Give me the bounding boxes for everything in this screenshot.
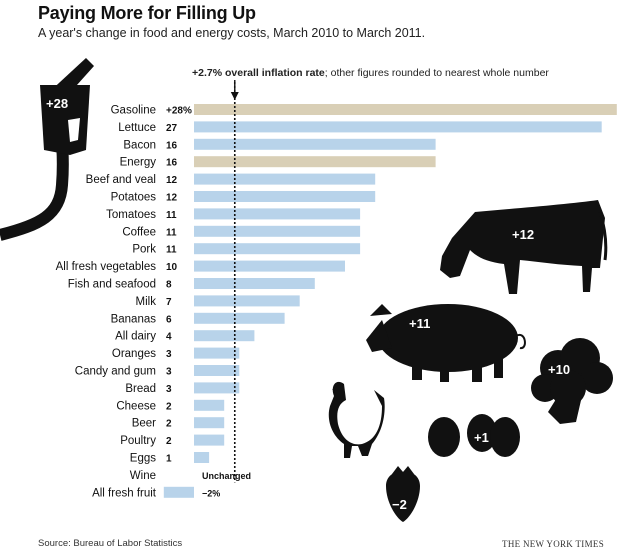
value-label-all-dairy: 4 [166,332,172,343]
strawberry-label: −2 [392,497,407,512]
category-label-all-fresh-vegetables: All fresh vegetables [56,261,157,273]
inflation-note-rest: ; other figures rounded to nearest whole… [324,67,549,79]
category-label-eggs: Eggs [130,453,156,465]
inflation-note: +2.7% overall inflation rate; other figu… [192,67,549,79]
broccoli-icon: +10 [531,338,613,424]
cow-icon: +12 [440,200,608,294]
inflation-reference [230,80,239,483]
category-label-bananas: Bananas [111,313,157,325]
category-label-milk: Milk [136,296,157,308]
bar-pork [194,243,361,255]
category-label-energy: Energy [120,157,157,169]
category-label-potatoes: Potatoes [111,192,157,204]
category-label-all-fresh-fruit: All fresh fruit [92,487,157,499]
value-label-milk: 7 [166,297,172,308]
bar-oranges [194,347,240,359]
publisher-credit: THE NEW YORK TIMES [502,539,604,549]
source-note: Source: Bureau of Labor Statistics [38,538,183,549]
page-subtitle: A year's change in food and energy costs… [38,26,426,40]
category-label-all-dairy: All dairy [115,331,156,343]
value-label-bananas: 6 [166,314,172,325]
value-label-cheese: 2 [166,401,172,412]
bar-energy [194,156,436,168]
value-label-gasoline: +28% [166,106,192,117]
category-label-lettuce: Lettuce [118,122,156,134]
category-label-pork: Pork [132,244,156,256]
category-label-oranges: Oranges [112,348,156,360]
category-label-bacon: Bacon [123,139,156,151]
bar-coffee [194,225,361,237]
category-label-coffee: Coffee [122,226,156,238]
bar-bananas [194,312,285,324]
category-label-fish-and-seafood: Fish and seafood [68,279,156,291]
page-title: Paying More for Filling Up [38,3,256,23]
bar-eggs [194,452,210,463]
chicken-icon: +2 [328,381,385,458]
category-label-tomatoes: Tomatoes [106,209,156,221]
category-label-beer: Beer [132,418,156,430]
bar-bacon [194,138,436,150]
category-label-wine: Wine [130,470,156,482]
strawberry-icon: −2 [386,466,420,522]
category-label-bread: Bread [125,383,156,395]
inflation-note-bold: +2.7% overall inflation rate [192,67,325,79]
value-label-poultry: 2 [166,436,172,447]
value-label-eggs: 1 [166,454,172,465]
category-label-candy-and-gum: Candy and gum [75,366,156,378]
value-label-lettuce: 27 [166,123,178,134]
value-label-pork: 11 [166,245,177,256]
value-label-potatoes: 12 [166,193,178,204]
bar-lettuce [194,121,602,133]
bar-cheese [194,399,225,411]
value-label-candy-and-gum: 3 [166,367,172,378]
value-label-fish-and-seafood: 8 [166,280,172,291]
gas-pump-icon: +28 [0,58,94,241]
bar-potatoes [194,191,376,202]
bar-poultry [194,434,225,446]
value-label-all-fresh-fruit: −2% [202,488,220,498]
value-label-bread: 3 [166,384,172,395]
bar-tomatoes [194,208,361,220]
bar-gasoline [194,104,617,115]
bar-milk [194,295,300,307]
bar-all-fresh-fruit [163,486,194,498]
eggs-icon: +1 [428,414,520,457]
value-label-oranges: 3 [166,349,172,360]
category-label-gasoline: Gasoline [111,105,156,117]
bar-all-dairy [194,330,255,342]
value-label-coffee: 11 [166,227,177,238]
cow-label: +12 [512,227,534,242]
broccoli-label: +10 [548,362,570,377]
value-label-bacon: 16 [166,140,178,151]
reference-arrow [230,92,239,100]
value-label-wine: Unchanged [202,471,251,481]
pig-label: +11 [409,316,430,331]
eggs-label: +1 [474,430,489,445]
bar-beer [194,417,225,429]
bar-candy-and-gum [194,365,240,376]
pig-icon: +11 [366,304,526,382]
pump-label: +28 [46,96,68,111]
value-label-energy: 16 [166,158,178,169]
category-label-beef-and-veal: Beef and veal [86,174,156,186]
value-label-all-fresh-vegetables: 10 [166,262,178,273]
chicken-label: +2 [342,416,357,431]
bar-fish-and-seafood [194,278,315,289]
bar-beef-and-veal [194,173,376,185]
value-label-beer: 2 [166,419,172,430]
category-label-cheese: Cheese [116,400,156,412]
value-label-tomatoes: 11 [166,210,177,221]
bar-bread [194,382,240,394]
value-label-beef-and-veal: 12 [166,175,178,186]
bar-all-fresh-vegetables [194,260,345,272]
category-label-poultry: Poultry [120,435,156,447]
